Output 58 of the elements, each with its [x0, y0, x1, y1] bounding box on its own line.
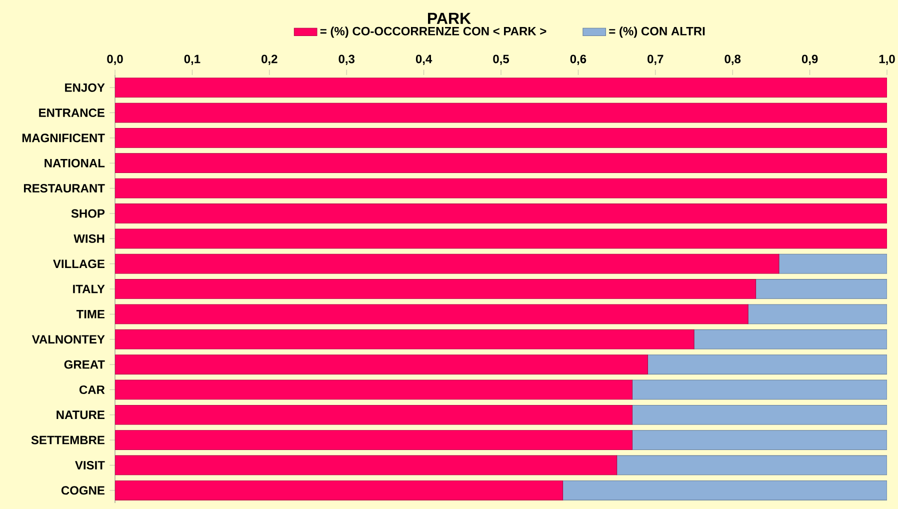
bar [632, 430, 888, 450]
y-tick-label: TIME [76, 310, 104, 318]
bar [616, 455, 888, 476]
y-tick-label: CAR [79, 385, 105, 394]
y-tick-label: ITALY [73, 284, 105, 294]
bar [115, 254, 780, 274]
x-tick-label: 0,0 [107, 54, 123, 65]
bar [115, 480, 564, 500]
y-tick-label: SHOP [71, 209, 105, 218]
bar [647, 354, 888, 374]
y-tick-label: SETTEMBRE [31, 436, 104, 444]
y-tick-label: ENTRANCE [39, 108, 104, 118]
x-tick-label: 0,8 [724, 54, 741, 65]
x-tick-label: 0,2 [262, 54, 278, 65]
y-tick-label: VILLAGE [53, 260, 104, 268]
bar [115, 430, 633, 450]
y-tick-label: VALNONTEY [32, 335, 105, 344]
y-tick-label: GREAT [64, 360, 105, 369]
bar [115, 354, 648, 374]
bar [115, 404, 633, 425]
bar [115, 102, 888, 123]
bar [755, 279, 888, 299]
x-tick-label: 0,3 [338, 54, 355, 65]
bar [115, 153, 888, 174]
y-tick-label: WISH [74, 234, 104, 243]
bar [694, 329, 888, 350]
x-tick-label: 0,7 [648, 54, 664, 65]
legend-label: = (%) CON ALTRI [609, 26, 705, 38]
x-tick-label: 0,1 [184, 54, 200, 65]
bar [115, 279, 756, 299]
bar [748, 304, 888, 324]
bar [115, 128, 888, 148]
legend-label: = (%) CO-OCCORRENZE CON < PARK > [320, 26, 546, 38]
y-tick-label: RESTAURANT [24, 184, 105, 193]
x-tick-label: 0,4 [416, 54, 432, 65]
y-tick-label: NATURE [56, 410, 104, 420]
y-tick-label: MAGNIFICENT [22, 134, 105, 142]
bar [115, 329, 694, 350]
y-tick-label: VISIT [75, 460, 105, 470]
bar [632, 404, 888, 425]
y-tick-label: COGNE [61, 486, 104, 495]
bar [115, 204, 888, 224]
x-tick-label: 0,5 [493, 54, 510, 65]
bar [115, 455, 618, 476]
y-tick-label: ENJOY [65, 83, 105, 92]
bar [115, 380, 633, 400]
y-tick-label: NATIONAL [44, 158, 105, 168]
bar [115, 228, 888, 249]
chart-title: PARK [428, 12, 471, 24]
x-tick-label: 1,0 [879, 54, 895, 65]
bar [115, 304, 748, 324]
x-tick-label: 0,6 [570, 54, 586, 65]
bar [115, 178, 888, 198]
bar [562, 480, 888, 500]
bar [632, 380, 888, 400]
x-tick-label: 0,9 [802, 54, 818, 65]
bar [115, 78, 888, 98]
bar [778, 254, 888, 274]
